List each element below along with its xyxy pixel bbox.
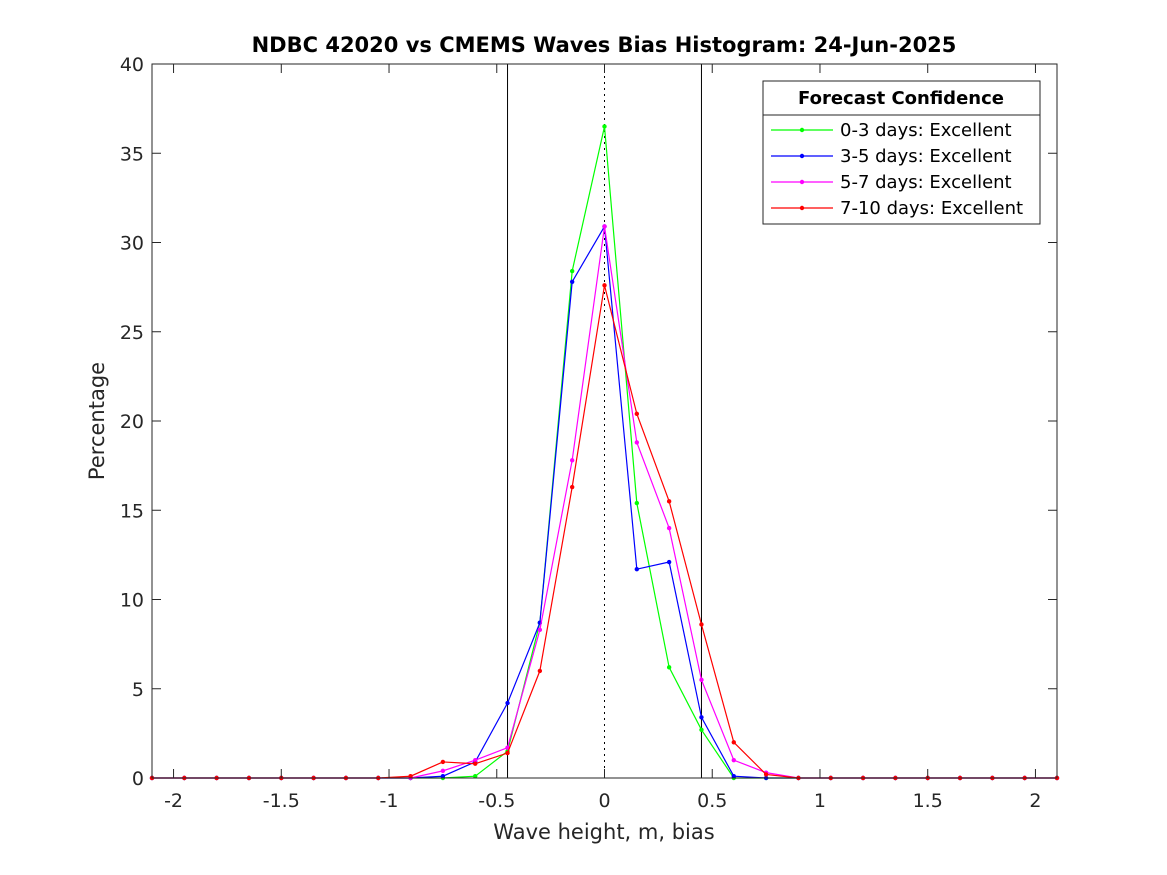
series-2-point: [569, 458, 575, 463]
y-tick-label: 0: [132, 768, 144, 790]
series-2-point: [731, 757, 736, 763]
legend-swatch-marker: [799, 127, 805, 133]
series-3-point: [440, 759, 446, 765]
series-1-point: [666, 559, 672, 565]
y-tick-label: 30: [120, 233, 144, 255]
series-3-point: [408, 774, 413, 779]
series-2-point: [634, 440, 640, 445]
series-3-point: [537, 668, 543, 674]
legend-label: 5-7 days: Excellent: [840, 172, 1012, 193]
series-1-point: [569, 279, 575, 284]
series-2-point: [440, 768, 446, 774]
legend-title: Forecast Confidence: [798, 88, 1004, 109]
series-2-point: [473, 757, 478, 763]
series-1-point: [634, 566, 640, 572]
x-tick-label: -1.5: [263, 790, 300, 812]
legend: Forecast Confidence 0-3 days: Excellent 3…: [762, 80, 1041, 225]
x-tick-label: 1: [814, 790, 826, 812]
legend-label: 3-5 days: Excellent: [840, 146, 1012, 167]
x-tick-label: -0.5: [478, 790, 515, 812]
series-3-point: [634, 411, 640, 417]
series-3-point: [731, 740, 736, 745]
y-tick-label: 40: [120, 54, 144, 76]
legend-swatch-marker: [799, 205, 805, 211]
series-0-point: [634, 500, 640, 506]
series-3-point: [473, 761, 478, 766]
y-tick-label: 10: [120, 590, 144, 612]
legend-swatch-marker: [799, 153, 805, 159]
legend-entry-1: 3-5 days: Excellent: [771, 146, 1012, 167]
series-0-point: [699, 727, 704, 733]
x-tick-label: 1.5: [913, 790, 943, 812]
series-2-point: [602, 224, 607, 229]
series-0-point: [602, 124, 607, 129]
series-2-point: [666, 525, 672, 531]
x-tick-label: 2: [1029, 790, 1041, 812]
y-tick-label: 35: [120, 143, 144, 165]
series-3-point: [666, 499, 672, 504]
legend-entry-0: 0-3 days: Excellent: [771, 120, 1012, 141]
series-2-point: [537, 627, 543, 633]
series-3-point: [602, 283, 607, 288]
legend-entry-3: 7-10 days: Excellent: [771, 198, 1023, 219]
series-1-point: [731, 774, 736, 779]
series-3-point: [569, 484, 575, 490]
series-2-point: [699, 677, 704, 683]
legend-entries: 0-3 days: Excellent 3-5 days: Excellent 5-…: [771, 120, 1023, 219]
legend-label: 7-10 days: Excellent: [840, 198, 1023, 219]
series-1-point: [699, 715, 704, 720]
series-3-point: [505, 750, 510, 756]
chart-title: NDBC 42020 vs CMEMS Waves Bias Histogram…: [252, 33, 957, 57]
x-axis-label: Wave height, m, bias: [493, 820, 714, 844]
x-tick-label: 0: [598, 790, 610, 812]
y-tick-label: 20: [120, 411, 144, 433]
y-axis-label: Percentage: [85, 362, 109, 480]
legend-entry-2: 5-7 days: Excellent: [771, 172, 1012, 193]
series-1-point: [505, 700, 510, 706]
series-1-point: [440, 774, 446, 779]
x-tick-label: -2: [164, 790, 183, 812]
reference-lines: [507, 64, 702, 778]
x-tick-label: 0.5: [697, 790, 727, 812]
series-0-point: [666, 665, 672, 670]
series-0-point: [473, 774, 478, 779]
legend-label: 0-3 days: Excellent: [840, 120, 1012, 141]
x-tick-label: -1: [380, 790, 399, 812]
y-tick-label: 15: [120, 500, 144, 522]
y-tick-label: 25: [120, 322, 144, 344]
legend-box: [762, 80, 1041, 225]
series-3-point: [699, 622, 704, 627]
y-tick-label: 5: [132, 679, 144, 701]
legend-swatch-marker: [799, 179, 805, 185]
series-0-point: [569, 268, 575, 274]
series-3-point: [763, 772, 769, 777]
